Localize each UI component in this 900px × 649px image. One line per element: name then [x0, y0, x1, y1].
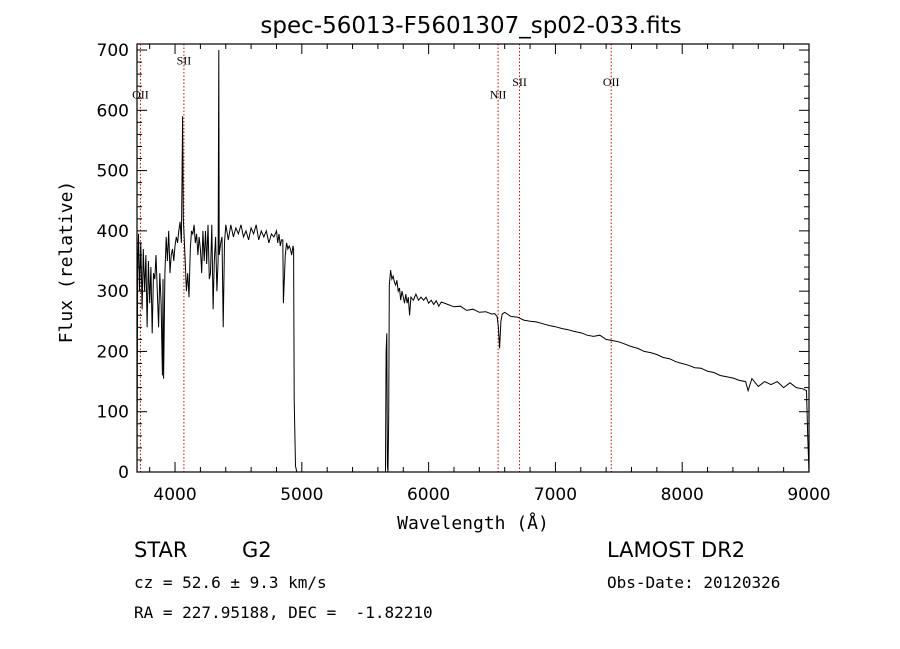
chart-title: spec-56013-F5601307_sp02-033.fits	[260, 13, 681, 39]
spectrum-series-line	[136, 49, 810, 473]
x-tick-label: 6000	[407, 485, 450, 505]
y-tick-label: 600	[97, 101, 129, 121]
observation-date: Obs-Date: 20120326	[607, 573, 781, 592]
y-tick-label: 700	[97, 41, 129, 61]
y-tick-label: 100	[97, 403, 129, 423]
x-tick-label: 8000	[661, 485, 704, 505]
y-axis: 0 100 200 300 400 500 600 700	[97, 41, 809, 483]
plot-frame	[136, 43, 810, 473]
y-tick-label: 0	[118, 463, 129, 483]
redshift-velocity: cz = 52.6 ± 9.3 km/s	[134, 573, 327, 592]
spectral-line-label: SII	[512, 75, 527, 89]
y-tick-label: 200	[97, 342, 129, 362]
spectral-lines: OII SII NII SII OII	[132, 44, 620, 472]
y-tick-label: 400	[97, 222, 129, 242]
y-tick-label: 500	[97, 162, 129, 182]
x-axis: 4000 5000 6000 7000 8000 9000	[149, 44, 831, 505]
spectral-line-label: NII	[490, 87, 507, 101]
x-tick-label: 4000	[153, 485, 196, 505]
object-subclass: G2	[242, 538, 272, 562]
spectral-line-label: OII	[603, 75, 620, 89]
object-class: STAR	[134, 538, 188, 562]
spectral-line-label: OII	[132, 87, 149, 101]
y-axis-label: Flux (relative)	[56, 181, 77, 344]
spectral-line-label: SII	[177, 53, 192, 67]
y-tick-label: 300	[97, 282, 129, 302]
x-tick-label: 9000	[787, 485, 830, 505]
coordinates: RA = 227.95188, DEC = -1.82210	[134, 603, 433, 622]
x-tick-label: 7000	[534, 485, 577, 505]
x-axis-label: Wavelength (Å)	[397, 512, 549, 534]
x-tick-label: 5000	[280, 485, 323, 505]
survey-name: LAMOST DR2	[607, 538, 746, 562]
